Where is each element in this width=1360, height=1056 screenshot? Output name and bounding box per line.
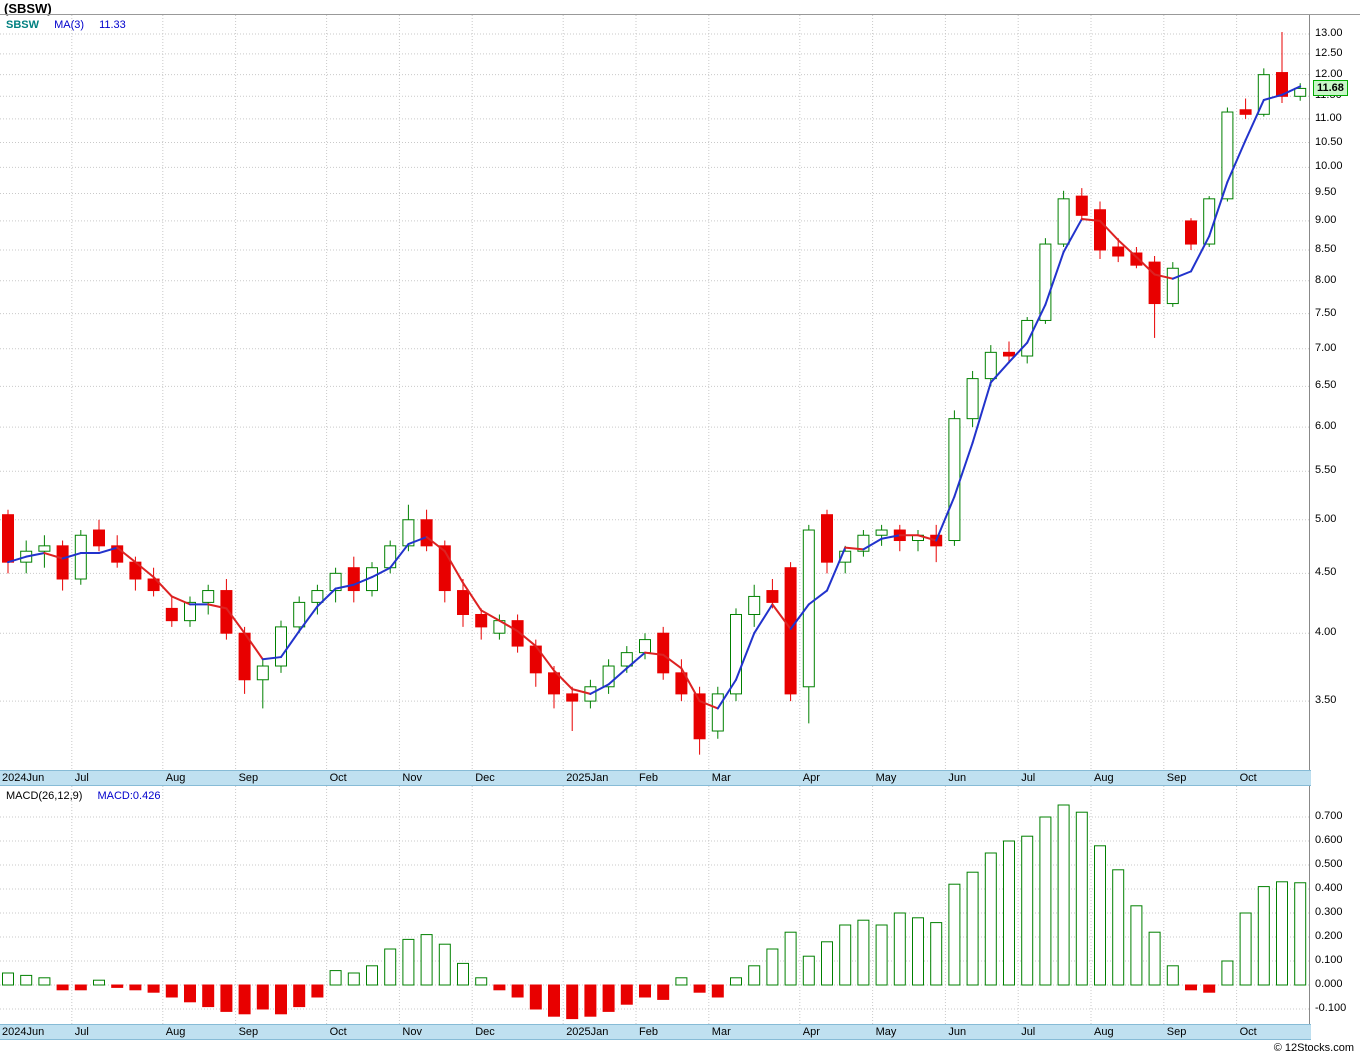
macd-tick-label: 0.300 [1315,906,1343,918]
legend-ma-label: MA(3) [54,19,85,31]
candlestick-plot [0,15,1310,771]
month-label: 2024Jun [2,1026,45,1038]
price-tick-label: 3.50 [1315,694,1337,707]
price-tick-label: 4.50 [1315,566,1337,579]
month-label: Sep [238,772,259,784]
month-label: Feb [639,1026,658,1038]
price-tick-label: 7.00 [1315,341,1337,354]
price-tick-label: 9.00 [1315,213,1337,226]
month-label: Feb [639,772,658,784]
macd-tick-label: -0.100 [1315,1002,1347,1014]
price-tick-label: 8.50 [1315,242,1337,255]
month-label: Sep [1166,1026,1187,1038]
candles [2,32,1307,755]
month-label: Oct [329,1026,347,1038]
month-label: Aug [165,1026,186,1038]
month-label: Jul [74,772,89,784]
price-tick-label: 5.50 [1315,464,1337,477]
month-label: Aug [165,772,186,784]
macd-tick-label: 0.000 [1315,978,1343,990]
price-tick-label: 12.50 [1315,46,1343,59]
price-tick-label: 5.00 [1315,512,1337,525]
macd-legend-label: MACD(26,12,9) [6,790,83,802]
month-label: Oct [1239,1026,1257,1038]
macd-tick-label: 0.600 [1315,834,1343,846]
price-tick-label: 9.50 [1315,186,1337,199]
month-label: Sep [1166,772,1187,784]
macd-grid [0,786,1310,1024]
month-label: Mar [711,1026,731,1038]
last-price-badge: 11.68 [1313,80,1348,97]
legend-ma-value: 11.33 [99,19,126,31]
ma3-line [7,85,1302,710]
copyright-link[interactable]: © 12Stocks.com [1273,1042,1354,1054]
macd-bars [2,804,1307,1020]
macd-tick-label: 0.700 [1315,810,1343,822]
month-label: Aug [1094,1026,1114,1038]
month-label: May [875,1026,897,1038]
month-label: 2025Jan [566,772,609,784]
month-label: 2024Jun [2,772,45,784]
month-label: Sep [238,1026,259,1038]
month-label: Jun [948,772,967,784]
month-label: Jun [948,1026,967,1038]
price-tick-label: 11.00 [1315,111,1342,124]
price-tick-label: 7.50 [1315,306,1337,319]
month-label: Jul [1021,1026,1036,1038]
price-chart-panel: SBSW MA(3) 11.33 13.0012.5012.0011.5011.… [0,14,1360,771]
macd-chart-panel: MACD(26,12,9) MACD:0.426 0.700 0.600 0.500… [0,786,1360,1024]
month-label: Jul [1021,772,1036,784]
macd-tick-label: 0.400 [1315,882,1343,894]
x-axis-months-top: 2024Jun Jul Aug Sep Oct Nov Dec 2025Jan Feb Mar Ap… [0,770,1311,786]
macd-legend: MACD(26,12,9) MACD:0.426 [6,790,160,802]
price-tick-label: 13.00 [1315,26,1343,39]
macd-tick-label: 0.100 [1315,954,1343,966]
month-label: Oct [329,772,347,784]
price-tick-label: 12.00 [1315,67,1343,80]
legend-symbol: SBSW [6,19,39,31]
month-label: Apr [802,1026,820,1038]
chart-title: (SBSW) [4,1,52,16]
month-label: Mar [711,772,731,784]
x-axis-months-bottom: 2024Jun Jul Aug Sep Oct Nov Dec 2025Jan Feb Mar Ap… [0,1024,1311,1040]
month-label: Oct [1239,772,1257,784]
price-tick-label: 6.00 [1315,420,1337,433]
month-label: Nov [402,772,422,784]
price-legend: SBSW MA(3) 11.33 [6,19,126,31]
month-label: Apr [802,772,820,784]
month-label: Aug [1094,772,1114,784]
month-label: May [875,772,897,784]
price-tick-label: 6.50 [1315,379,1337,392]
price-tick-label: 10.50 [1315,135,1343,148]
month-label: Dec [475,772,495,784]
price-tick-label: 4.00 [1315,626,1337,639]
price-tick-label: 10.00 [1315,160,1343,173]
month-label: 2025Jan [566,1026,609,1038]
macd-tick-label: 0.200 [1315,930,1343,942]
macd-plot [0,786,1310,1024]
month-label: Nov [402,1026,422,1038]
price-tick-label: 8.00 [1315,273,1337,286]
macd-legend-value: MACD:0.426 [97,790,161,802]
month-label: Dec [475,1026,495,1038]
macd-tick-label: 0.500 [1315,858,1343,870]
price-grid [0,15,1310,771]
month-label: Jul [74,1026,89,1038]
